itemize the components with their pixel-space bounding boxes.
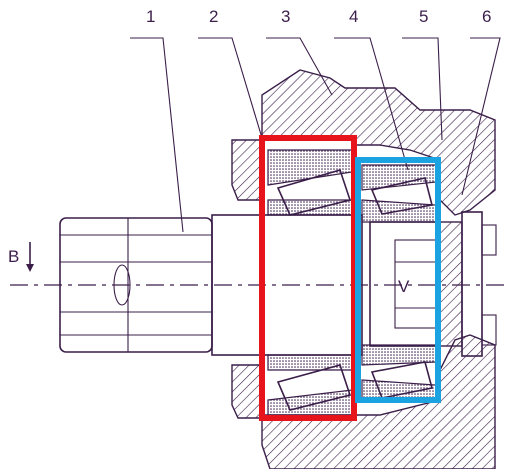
part-label-5: 5 xyxy=(419,7,428,26)
part-label-1: 1 xyxy=(146,7,155,26)
hub-nut xyxy=(369,211,497,357)
part-label-2: 2 xyxy=(209,7,218,26)
svg-text:B: B xyxy=(8,247,19,266)
leader-line-1 xyxy=(130,37,184,233)
leader-line-2 xyxy=(198,37,263,139)
section-marker-b: B xyxy=(8,242,34,272)
bearing-3-upper xyxy=(267,149,353,216)
part-label-3: 3 xyxy=(281,7,290,26)
leader-line-5 xyxy=(402,37,443,141)
leader-lines xyxy=(130,37,501,233)
bearing-3-lower xyxy=(267,354,353,416)
red-highlight-box xyxy=(259,135,357,421)
bearing-4-lower xyxy=(361,344,437,399)
seal-lower xyxy=(231,364,263,419)
center-label-v: V xyxy=(398,277,410,296)
bearing-4-upper xyxy=(361,164,437,223)
part-label-6: 6 xyxy=(482,7,491,26)
housing-upper xyxy=(261,69,496,216)
blue-highlight-box xyxy=(355,157,441,403)
seal-upper xyxy=(231,139,263,201)
part-label-4: 4 xyxy=(349,7,358,26)
